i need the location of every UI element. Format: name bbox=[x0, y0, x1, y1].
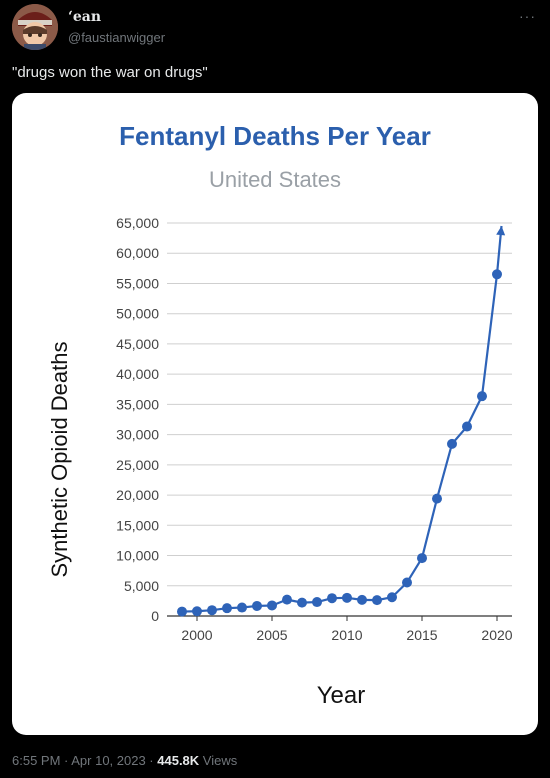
views-label: Views bbox=[199, 753, 238, 768]
data-point bbox=[327, 593, 337, 604]
x-tick-label: 2010 bbox=[331, 627, 362, 643]
y-tick-label: 45,000 bbox=[116, 336, 159, 352]
y-tick-label: 50,000 bbox=[116, 306, 159, 322]
y-tick-label: 60,000 bbox=[116, 245, 159, 261]
data-point bbox=[492, 269, 502, 280]
x-tick-label: 2020 bbox=[481, 627, 512, 643]
fentanyl-deaths-chart: Fentanyl Deaths Per Year United States 0 5,… bbox=[47, 121, 513, 709]
tweet-footer: 6:55 PM · Apr 10, 2023 · 445.8K Views bbox=[12, 753, 237, 768]
data-point bbox=[267, 600, 277, 611]
author-name[interactable]: ʻean bbox=[68, 9, 102, 25]
data-point bbox=[207, 605, 217, 616]
data-point bbox=[477, 391, 487, 402]
data-point bbox=[252, 600, 262, 611]
chart-title: Fentanyl Deaths Per Year bbox=[119, 121, 431, 151]
y-tick-label: 10,000 bbox=[116, 548, 159, 564]
data-point bbox=[372, 595, 382, 606]
tweet-text: "drugs won the war on drugs" bbox=[12, 64, 208, 81]
data-point bbox=[387, 592, 397, 603]
author-handle[interactable]: @faustianwigger bbox=[68, 30, 166, 45]
data-point bbox=[237, 602, 247, 613]
chart-image-card[interactable]: Fentanyl Deaths Per Year United States 0 5,… bbox=[12, 93, 538, 735]
data-point bbox=[297, 597, 307, 608]
y-tick-label: 55,000 bbox=[116, 275, 159, 291]
y-tick-label: 30,000 bbox=[116, 427, 159, 443]
data-point bbox=[177, 606, 187, 617]
y-tick-label: 25,000 bbox=[116, 457, 159, 473]
y-tick-label: 15,000 bbox=[116, 517, 159, 533]
chart-subtitle: United States bbox=[209, 167, 341, 192]
y-axis-label: Synthetic Opioid Deaths bbox=[47, 341, 72, 577]
data-point bbox=[282, 594, 292, 605]
data-point bbox=[342, 592, 352, 603]
tweet-header: ʻean @faustianwigger ··· bbox=[12, 4, 538, 54]
more-horizontal-icon[interactable]: ··· bbox=[519, 8, 536, 24]
y-tick-label: 5,000 bbox=[124, 578, 159, 594]
y-tick-label: 0 bbox=[151, 608, 159, 624]
y-tick-label: 40,000 bbox=[116, 366, 159, 382]
avatar[interactable] bbox=[12, 4, 58, 50]
y-tick-label: 20,000 bbox=[116, 487, 159, 503]
data-point bbox=[192, 606, 202, 617]
data-point bbox=[432, 493, 442, 504]
x-tick-label: 2015 bbox=[406, 627, 437, 643]
avatar-image bbox=[12, 4, 58, 50]
views-count: 445.8K bbox=[157, 753, 200, 768]
data-point bbox=[357, 594, 367, 605]
y-tick-label: 35,000 bbox=[116, 396, 159, 412]
data-point bbox=[417, 553, 427, 564]
data-point bbox=[312, 597, 322, 608]
x-tick-label: 2005 bbox=[256, 627, 287, 643]
tweet-timestamp[interactable]: 6:55 PM · Apr 10, 2023 · bbox=[12, 753, 158, 768]
data-point bbox=[447, 438, 457, 449]
data-point bbox=[222, 603, 232, 614]
x-axis-label: Year bbox=[317, 682, 366, 709]
x-tick-label: 2000 bbox=[181, 627, 212, 643]
y-tick-label: 65,000 bbox=[116, 215, 159, 231]
series-arrow bbox=[496, 226, 506, 236]
data-point bbox=[462, 421, 472, 432]
data-point bbox=[402, 577, 412, 588]
